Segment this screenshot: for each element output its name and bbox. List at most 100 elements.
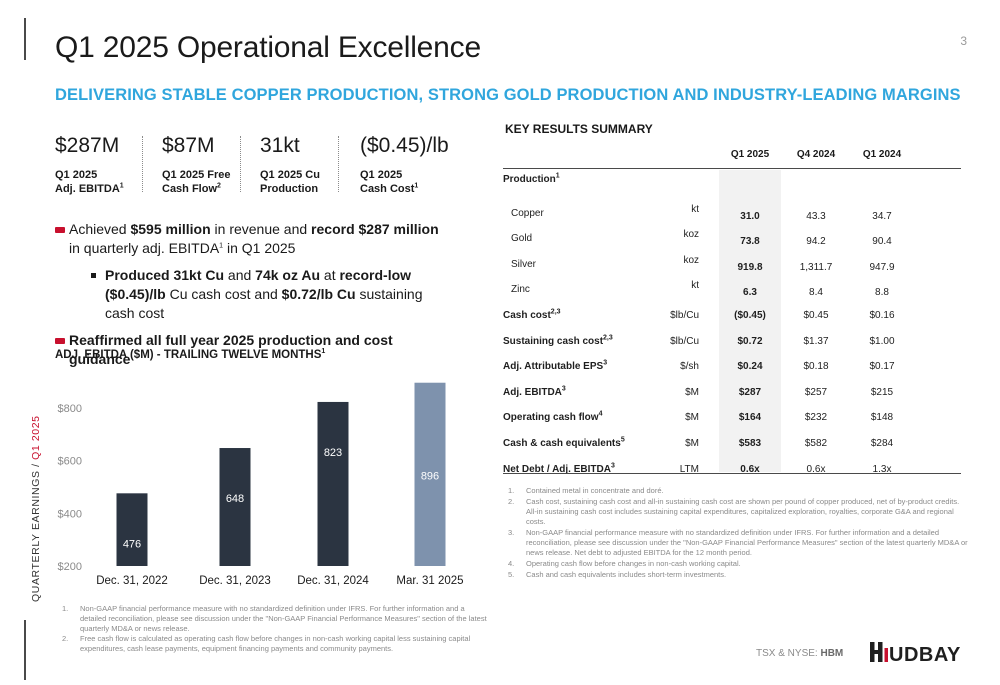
row-unit: $lb/Cu: [670, 335, 699, 347]
row-value: 6.3: [743, 287, 757, 299]
row-value: $215: [870, 386, 894, 398]
row-value: 90.4: [872, 236, 892, 248]
row-label: Sustaining cash cost2,3: [503, 334, 613, 347]
footnote: 3. Non-GAAP financial performance measure…: [508, 528, 968, 557]
kpi-label: Q1 2025 Cash Cost1: [360, 169, 419, 195]
row-label: Adj. EBITDA3: [503, 385, 566, 398]
y-tick-label: $800: [58, 403, 82, 415]
kpi-adj-ebitda: $287M Q1 2025 Adj. EBITDA1: [55, 134, 124, 196]
column-header: Q1 2025: [730, 149, 770, 160]
page-title: Q1 2025 Operational Excellence: [55, 31, 481, 64]
row-value: 919.8: [737, 261, 763, 273]
side-label: QUARTERLY EARNINGS / Q1 2025: [30, 415, 42, 602]
kpi-free-cash-flow: $87M Q1 2025 Free Cash Flow2: [162, 134, 231, 196]
hudbay-logo: UDBAY: [870, 642, 961, 664]
square-bullet-icon: [91, 273, 96, 278]
table-row: Cash & cash equivalents5 $M $583 $582 $284: [503, 437, 961, 456]
y-tick-label: $200: [58, 561, 82, 573]
row-value: $582: [804, 438, 828, 449]
kpi-divider: [338, 136, 339, 192]
page-subtitle: DELIVERING STABLE COPPER PRODUCTION, STR…: [55, 86, 961, 104]
row-label: Operating cash flow4: [503, 411, 603, 424]
chart-title: ADJ. EBITDA ($M) - TRAILING TWELVE MONTH…: [55, 348, 326, 361]
row-value: $0.45: [803, 310, 829, 321]
row-value: 73.8: [740, 236, 760, 248]
row-label: Zinc: [511, 284, 530, 296]
kpi-label: Q1 2025 Free Cash Flow2: [162, 169, 231, 195]
row-label: Cash cost2,3: [503, 308, 561, 321]
row-value: $148: [870, 412, 894, 424]
row-value: $1.00: [869, 335, 895, 347]
table-row: Adj. EBITDA3 $M $287 $257 $215: [503, 385, 961, 405]
row-value: 1.3x: [872, 463, 892, 475]
kpi-divider: [240, 136, 241, 192]
ticker-label: TSX & NYSE: HBM: [756, 648, 844, 659]
highlights-list: Achieved $595 million in revenue and rec…: [55, 220, 450, 369]
bar-value-label: 823: [324, 447, 342, 459]
row-value: $164: [738, 412, 762, 424]
row-value: 0.6x: [806, 463, 826, 475]
row-value: 0.6x: [740, 463, 760, 475]
row-value: 947.9: [869, 261, 895, 273]
x-category-label: Dec. 31, 2023: [199, 575, 271, 587]
row-value: $284: [870, 438, 894, 449]
x-category-label: Dec. 31, 2024: [297, 575, 369, 587]
bar-value-label: 648: [226, 493, 244, 505]
footnote: 2. Free cash flow is calculated as operat…: [62, 634, 471, 653]
column-header: Q4 2024: [796, 149, 836, 160]
footnote: 2. Cash cost, sustaining cash cost and al…: [508, 497, 960, 526]
table-row: Net Debt / Adj. EBITDA3 LTM 0.6x 0.6x 1.3x: [503, 462, 961, 482]
table-row: Cash cost2,3 $lb/Cu ($0.45) $0.45 $0.16: [503, 308, 961, 328]
row-unit: $lb/Cu: [670, 310, 699, 321]
row-value: 43.3: [806, 210, 826, 222]
column-header: Q1 2024: [862, 149, 902, 160]
row-unit: kt: [691, 203, 699, 215]
red-bullet-icon: [55, 338, 65, 344]
chart-footnotes: 1. Non-GAAP financial performance measure…: [62, 604, 492, 654]
x-category-label: Mar. 31 2025: [396, 575, 463, 587]
row-unit: koz: [683, 254, 699, 266]
row-value: $257: [804, 386, 828, 398]
kpi-label: Q1 2025 Adj. EBITDA1: [55, 169, 124, 195]
row-label: Net Debt / Adj. EBITDA3: [503, 462, 615, 475]
table-row: Copper kt 31.0 43.3 34.7: [503, 204, 961, 226]
row-value: $0.17: [869, 361, 895, 373]
key-results-title: KEY RESULTS SUMMARY: [505, 122, 653, 136]
row-value: $0.24: [737, 361, 763, 373]
row-value: $0.16: [869, 310, 895, 321]
header-rule: [503, 168, 961, 169]
row-value: 1,311.7: [799, 261, 833, 273]
row-value: $287: [738, 386, 762, 398]
table-row: Adj. Attributable EPS3 $/sh $0.24 $0.18 $0.1…: [503, 360, 961, 379]
side-rule-bottom: [24, 620, 26, 680]
table-row: Operating cash flow4 $M $164 $232 $148: [503, 411, 961, 430]
page-number: 3: [960, 34, 967, 48]
footnote: 4. Operating cash flow before changes in …: [508, 559, 741, 568]
table-row: Sustaining cash cost2,3 $lb/Cu $0.72 $1.37 $…: [503, 334, 961, 354]
side-label-accent: Q1 2025: [30, 415, 42, 460]
footnote: 1. Non-GAAP financial performance measure…: [62, 604, 487, 633]
x-category-label: Dec. 31, 2022: [96, 575, 168, 587]
table-row: Zinc kt 6.3 8.4 8.8: [503, 280, 961, 302]
row-unit: koz: [683, 229, 699, 241]
bar-value-label: 896: [421, 471, 439, 483]
footnote: 1. Contained metal in concentrate and dor…: [508, 486, 664, 495]
kpi-label: Q1 2025 Cu Production: [260, 169, 320, 195]
red-bullet-icon: [55, 227, 65, 233]
footnote: 5. Cash and cash equivalents includes sho…: [508, 570, 727, 579]
highlight-production: Produced 31kt Cu and 74k oz Au at record…: [55, 266, 450, 323]
row-unit: kt: [691, 280, 699, 292]
table-footnotes: 1. Contained metal in concentrate and dor…: [508, 486, 968, 581]
table-row: Gold koz 73.8 94.2 90.4: [503, 229, 961, 251]
kpi-value: $287M: [55, 134, 120, 157]
row-unit: $/sh: [680, 361, 699, 373]
bar-value-label: 476: [123, 538, 141, 550]
row-label: Production1: [503, 172, 560, 185]
highlight-guidance: Reaffirmed all full year 2025 production…: [55, 331, 450, 369]
svg-text:UDBAY: UDBAY: [889, 644, 961, 664]
row-unit: $M: [685, 438, 699, 449]
row-value: 8.4: [809, 287, 823, 299]
table-row: Silver koz 919.8 1,311.7 947.9: [503, 255, 961, 277]
ebitda-bar-chart: $200 $400 $600 $800 476 Dec. 31, 2022 648 Dec. …: [58, 382, 464, 587]
row-unit: LTM: [679, 463, 699, 475]
